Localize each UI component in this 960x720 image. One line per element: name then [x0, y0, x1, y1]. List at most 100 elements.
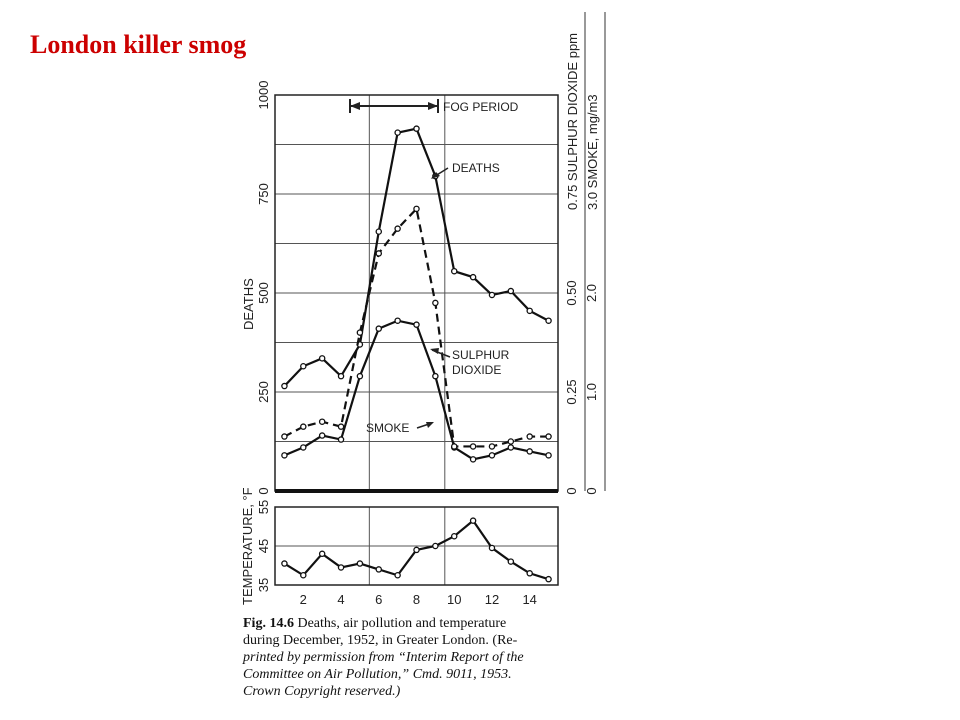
plot-frame — [274, 12, 606, 586]
x-tick-label: 4 — [337, 592, 344, 607]
temperature-point — [488, 544, 496, 552]
so2-annotation-label-line2: DIOXIDE — [452, 363, 501, 377]
deaths-tick-label: 1000 — [256, 81, 271, 110]
sulphur-dioxide-point — [469, 456, 477, 463]
temperature-point — [469, 517, 477, 524]
caption-line-3: printed by permission from “Interim Repo… — [243, 650, 524, 665]
x-tick-label: 6 — [375, 592, 382, 607]
temperature-point — [375, 566, 383, 573]
so2-axis-title: 0.75 SULPHUR DIOXIDE ppm — [565, 33, 580, 210]
smoke-point — [450, 443, 458, 450]
sulphur-dioxide-point — [337, 436, 345, 443]
so2-tick-label: 0 — [564, 487, 579, 494]
smoke-point — [432, 299, 439, 307]
deaths-point — [318, 355, 326, 362]
smoke-point — [507, 438, 515, 445]
caption-line-5: Crown Copyright reserved.) — [243, 684, 401, 699]
sulphur-dioxide-line — [284, 319, 549, 461]
deaths-tick-label: 0 — [256, 487, 271, 494]
temperature-point — [337, 564, 345, 571]
deaths-tick-label: 250 — [256, 381, 271, 403]
deaths-point — [488, 291, 496, 299]
smoke-point — [337, 423, 345, 430]
smoke-point — [413, 205, 420, 213]
smoke-point — [394, 225, 401, 232]
lower-plot-frame — [274, 506, 559, 586]
deaths-point — [413, 125, 420, 132]
smoke-annotation-label: SMOKE — [366, 421, 409, 435]
deaths-point — [300, 363, 307, 370]
sulphur-dioxide-point — [432, 372, 439, 380]
smoke-point — [375, 250, 383, 257]
fog-period-marker — [349, 99, 439, 113]
tick-labels: 1000 750 500 250 0 0.50 0.25 0 2.0 1.0 0 55 45 35 2 4 6 8… — [256, 81, 599, 607]
grid-lines — [275, 95, 558, 585]
temperature-point — [507, 558, 515, 565]
temperature-point — [356, 560, 364, 567]
smoke-annotation-arrow — [416, 422, 434, 429]
fog-period-label: FOG PERIOD — [443, 100, 519, 114]
smoke-point — [545, 433, 552, 440]
sulphur-dioxide-point — [356, 372, 364, 380]
deaths-point — [281, 382, 288, 390]
smoke-point — [469, 443, 477, 450]
temperature-point — [526, 570, 533, 577]
temperature-point — [432, 542, 439, 550]
deaths-point — [337, 372, 345, 380]
smoke-point — [300, 423, 307, 430]
sulphur-dioxide-point — [545, 452, 552, 459]
x-tick-label: 14 — [522, 592, 536, 607]
so2-annotation-label-line1: SULPHUR — [452, 348, 510, 362]
temperature-axis-title: TEMPERATURE, °F — [240, 487, 255, 605]
temperature-point — [281, 560, 288, 567]
x-tick-label: 2 — [300, 592, 307, 607]
temperature-tick-label: 45 — [256, 539, 271, 553]
smoke-tick-label: 1.0 — [584, 383, 599, 401]
temperature-point — [413, 546, 420, 554]
sulphur-dioxide-point — [488, 452, 496, 459]
deaths-axis-title: DEATHS — [241, 278, 256, 330]
temperature-point — [450, 533, 458, 540]
caption-line-2: during December, 1952, in Greater London… — [243, 633, 518, 648]
deaths-point — [526, 307, 533, 315]
sulphur-dioxide-point — [281, 452, 288, 459]
x-tick-label: 10 — [447, 592, 461, 607]
smoke-point — [526, 433, 533, 440]
smoke-point — [281, 433, 288, 440]
sulphur-dioxide-point — [318, 432, 326, 439]
so2-tick-label: 0.25 — [564, 379, 579, 404]
deaths-point — [545, 317, 552, 324]
caption-line-4: Committee on Air Pollution,” Cmd. 9011, … — [243, 667, 512, 682]
temperature-point — [318, 550, 326, 558]
sulphur-dioxide-point — [507, 444, 515, 451]
caption-line-1: Deaths, air pollution and temperature — [293, 616, 507, 631]
deaths-tick-label: 500 — [256, 282, 271, 304]
temperature-tick-label: 55 — [256, 500, 271, 514]
temperature-tick-label: 35 — [256, 578, 271, 592]
smoke-line — [283, 206, 549, 448]
sulphur-dioxide-point — [300, 444, 307, 451]
smoke-tick-label: 0 — [584, 487, 599, 494]
sulphur-dioxide-point — [375, 325, 383, 332]
so2-tick-label: 0.50 — [564, 280, 579, 305]
smoke-point — [318, 418, 326, 425]
smoke-point — [488, 443, 496, 450]
sulphur-dioxide-point — [526, 448, 533, 455]
temperature-point — [300, 572, 307, 579]
sulphur-dioxide-point — [413, 321, 420, 328]
chart-figure: 1000 750 500 250 0 0.50 0.25 0 2.0 1.0 0 55 45 35 2 4 6 8… — [240, 12, 606, 607]
figure-caption: Fig. 14.6 Deaths, air pollution and temp… — [243, 615, 623, 700]
smoke-tick-label: 2.0 — [584, 284, 599, 302]
series-layer — [281, 125, 552, 583]
deaths-point — [450, 267, 458, 275]
slide-title: London killer smog — [30, 30, 247, 59]
so2-annotation-arrow — [430, 348, 451, 358]
temperature-point — [545, 575, 552, 583]
deaths-annotation-label: DEATHS — [452, 161, 500, 175]
deaths-point — [394, 129, 401, 136]
deaths-point — [507, 287, 515, 295]
deaths-point — [469, 273, 477, 281]
sulphur-dioxide-point — [394, 317, 401, 324]
deaths-point — [375, 228, 383, 235]
temperature-point — [394, 572, 401, 579]
